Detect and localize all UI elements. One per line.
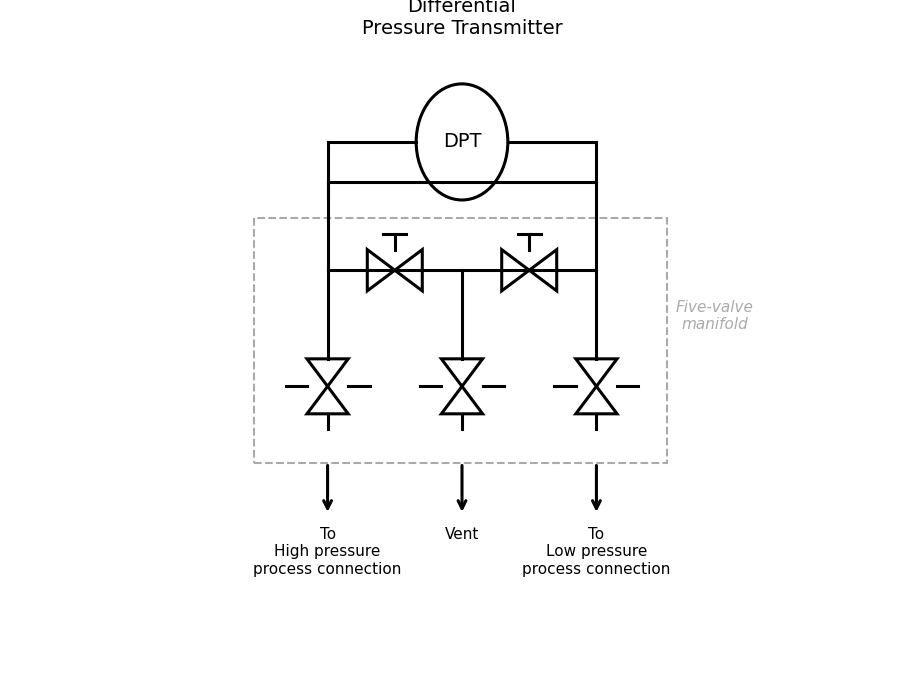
Text: Five-valve
manifold: Five-valve manifold [675,300,754,332]
Bar [254,219,667,462]
Text: DPT: DPT [443,132,481,151]
Text: To
Low pressure
process connection: To Low pressure process connection [522,527,671,577]
Text: To
High pressure
process connection: To High pressure process connection [253,527,402,577]
Text: Differential
Pressure Transmitter: Differential Pressure Transmitter [361,0,563,38]
Text: Vent: Vent [444,527,480,542]
